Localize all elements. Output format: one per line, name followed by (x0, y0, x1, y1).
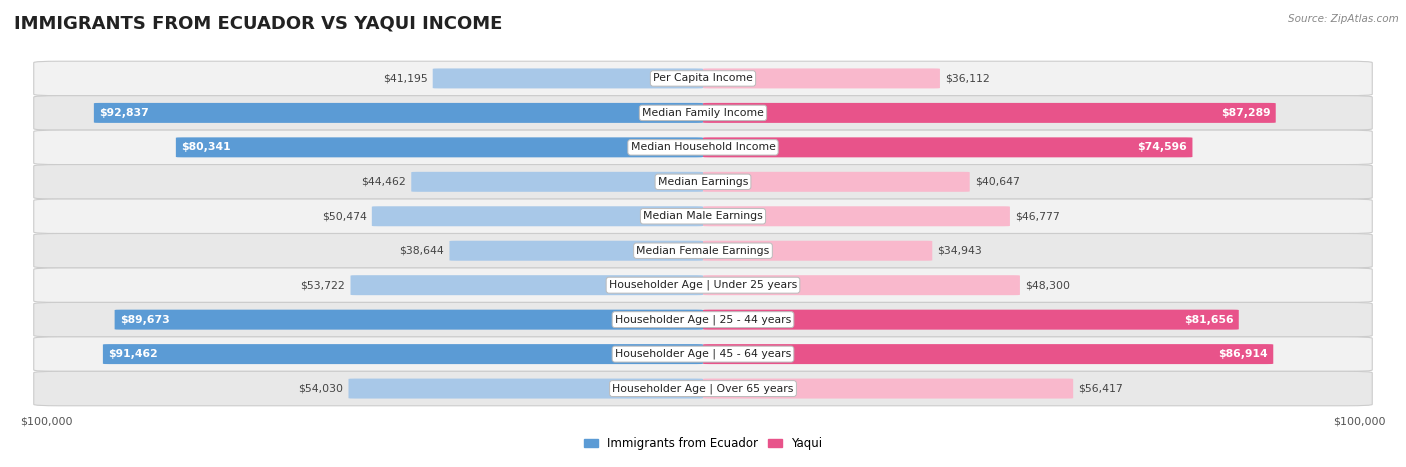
FancyBboxPatch shape (703, 103, 1275, 123)
Text: Householder Age | 25 - 44 years: Householder Age | 25 - 44 years (614, 314, 792, 325)
Text: $92,837: $92,837 (98, 108, 149, 118)
FancyBboxPatch shape (703, 241, 932, 261)
Text: Per Capita Income: Per Capita Income (652, 73, 754, 84)
Text: $74,596: $74,596 (1137, 142, 1187, 152)
FancyBboxPatch shape (34, 130, 1372, 164)
Legend: Immigrants from Ecuador, Yaqui: Immigrants from Ecuador, Yaqui (579, 432, 827, 455)
FancyBboxPatch shape (34, 337, 1372, 371)
Text: Median Family Income: Median Family Income (643, 108, 763, 118)
Text: IMMIGRANTS FROM ECUADOR VS YAQUI INCOME: IMMIGRANTS FROM ECUADOR VS YAQUI INCOME (14, 14, 502, 32)
FancyBboxPatch shape (34, 96, 1372, 130)
FancyBboxPatch shape (115, 310, 703, 330)
Text: $36,112: $36,112 (945, 73, 990, 84)
Text: $87,289: $87,289 (1220, 108, 1271, 118)
Text: $91,462: $91,462 (108, 349, 157, 359)
FancyBboxPatch shape (703, 206, 1010, 226)
FancyBboxPatch shape (34, 303, 1372, 337)
Text: $89,673: $89,673 (120, 315, 170, 325)
FancyBboxPatch shape (433, 69, 703, 88)
FancyBboxPatch shape (34, 268, 1372, 303)
FancyBboxPatch shape (350, 275, 703, 295)
FancyBboxPatch shape (34, 371, 1372, 406)
Text: $81,656: $81,656 (1184, 315, 1233, 325)
FancyBboxPatch shape (703, 172, 970, 192)
Text: Householder Age | Over 65 years: Householder Age | Over 65 years (612, 383, 794, 394)
FancyBboxPatch shape (412, 172, 703, 192)
FancyBboxPatch shape (371, 206, 703, 226)
Text: $40,647: $40,647 (974, 177, 1019, 187)
Text: $48,300: $48,300 (1025, 280, 1070, 290)
Text: $44,462: $44,462 (361, 177, 406, 187)
FancyBboxPatch shape (34, 199, 1372, 234)
FancyBboxPatch shape (703, 137, 1192, 157)
FancyBboxPatch shape (103, 344, 703, 364)
Text: $56,417: $56,417 (1078, 383, 1123, 394)
Text: $53,722: $53,722 (301, 280, 346, 290)
Text: Source: ZipAtlas.com: Source: ZipAtlas.com (1288, 14, 1399, 24)
Text: $54,030: $54,030 (298, 383, 343, 394)
Text: $41,195: $41,195 (382, 73, 427, 84)
Text: Median Earnings: Median Earnings (658, 177, 748, 187)
FancyBboxPatch shape (703, 344, 1274, 364)
Text: $50,474: $50,474 (322, 211, 367, 221)
Text: Householder Age | Under 25 years: Householder Age | Under 25 years (609, 280, 797, 290)
FancyBboxPatch shape (703, 69, 941, 88)
FancyBboxPatch shape (703, 310, 1239, 330)
Text: Median Male Earnings: Median Male Earnings (643, 211, 763, 221)
FancyBboxPatch shape (34, 234, 1372, 268)
Text: $34,943: $34,943 (938, 246, 983, 256)
Text: $46,777: $46,777 (1015, 211, 1060, 221)
FancyBboxPatch shape (450, 241, 703, 261)
FancyBboxPatch shape (703, 275, 1019, 295)
FancyBboxPatch shape (176, 137, 703, 157)
Text: $86,914: $86,914 (1219, 349, 1268, 359)
FancyBboxPatch shape (94, 103, 703, 123)
Text: Median Female Earnings: Median Female Earnings (637, 246, 769, 256)
Text: $38,644: $38,644 (399, 246, 444, 256)
FancyBboxPatch shape (34, 164, 1372, 199)
FancyBboxPatch shape (34, 61, 1372, 96)
Text: Median Household Income: Median Household Income (630, 142, 776, 152)
Text: $80,341: $80,341 (181, 142, 231, 152)
FancyBboxPatch shape (349, 379, 703, 398)
FancyBboxPatch shape (703, 379, 1073, 398)
Text: Householder Age | 45 - 64 years: Householder Age | 45 - 64 years (614, 349, 792, 359)
